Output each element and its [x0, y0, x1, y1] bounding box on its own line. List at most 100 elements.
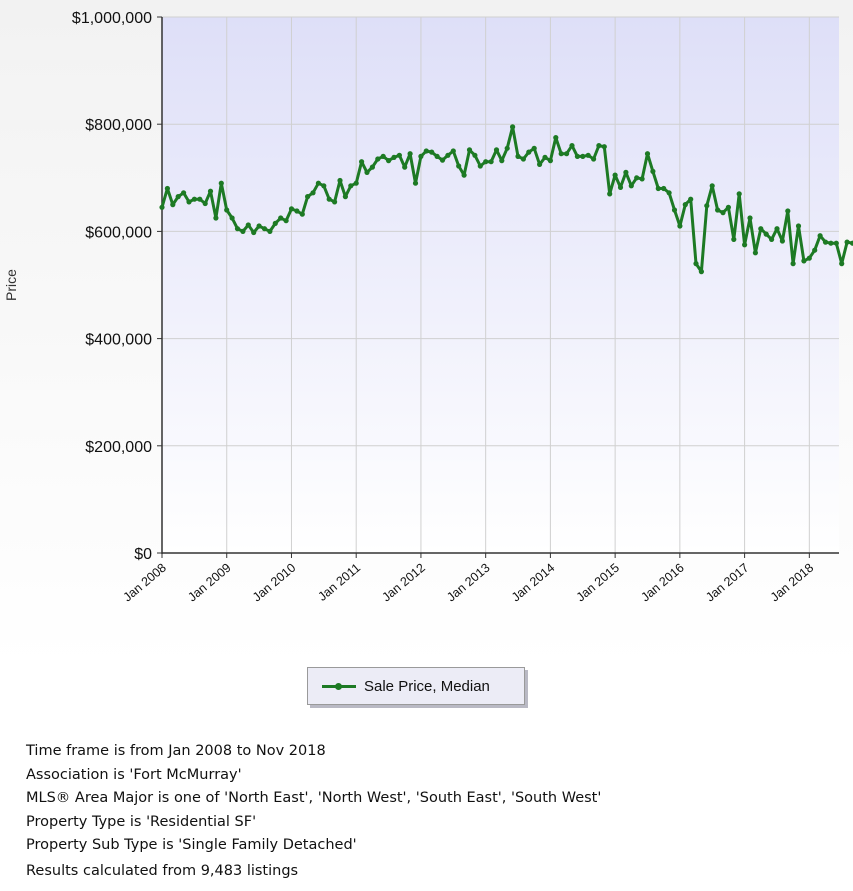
- data-point: [509, 124, 516, 130]
- data-point: [412, 180, 419, 186]
- data-point: [763, 231, 769, 237]
- x-tick-label: Jan 2016: [638, 561, 686, 605]
- data-point: [477, 163, 483, 169]
- data-point: [822, 239, 829, 245]
- data-point: [849, 240, 853, 246]
- criteria-time-frame: Time frame is from Jan 2008 to Nov 2018: [26, 743, 326, 759]
- x-tick-label: Jan 2013: [444, 561, 492, 605]
- data-point: [644, 151, 651, 157]
- data-point: [725, 204, 732, 210]
- data-point: [752, 250, 759, 256]
- data-point: [731, 236, 737, 242]
- data-point: [774, 226, 780, 232]
- data-point: [806, 255, 812, 261]
- data-point: [310, 190, 316, 196]
- data-point: [159, 204, 165, 210]
- data-point: [461, 172, 467, 178]
- y-tick-label: $800,000: [85, 117, 152, 134]
- criteria-property-sub-type: Property Sub Type is 'Single Family Deta…: [26, 837, 357, 853]
- y-axis-title: Price: [3, 269, 19, 301]
- data-point: [628, 183, 634, 189]
- data-point: [359, 159, 365, 165]
- data-point: [634, 175, 640, 181]
- data-point: [164, 185, 170, 192]
- data-point: [305, 194, 311, 200]
- data-point: [299, 211, 305, 217]
- data-point: [418, 153, 424, 159]
- data-point: [747, 215, 753, 221]
- data-point: [520, 156, 527, 162]
- data-point: [698, 269, 705, 275]
- data-point: [720, 210, 726, 216]
- data-point: [769, 236, 775, 242]
- y-tick-label: $600,000: [85, 224, 152, 241]
- data-point: [191, 196, 197, 202]
- data-point: [828, 240, 834, 246]
- x-tick-label: Jan 2009: [185, 561, 233, 605]
- data-point: [267, 228, 273, 234]
- data-point: [261, 226, 268, 232]
- data-point: [186, 199, 192, 205]
- criteria-results-count: Results calculated from 9,483 listings: [26, 862, 299, 879]
- criteria-property-type: Property Type is 'Residential SF': [26, 813, 257, 830]
- data-point: [202, 200, 208, 207]
- data-point: [623, 169, 629, 175]
- data-point: [844, 239, 850, 245]
- data-point: [537, 161, 543, 167]
- data-point: [812, 247, 818, 253]
- data-point: [402, 164, 408, 170]
- data-point: [677, 223, 683, 229]
- data-point: [666, 190, 672, 196]
- data-point: [779, 238, 786, 244]
- y-tick-label: $400,000: [85, 332, 152, 349]
- legend-line-swatch: [322, 682, 356, 690]
- data-point: [515, 153, 521, 159]
- data-point: [688, 196, 694, 202]
- data-point: [337, 177, 343, 184]
- y-tick-label: $1,000,000: [72, 10, 152, 27]
- data-point: [439, 157, 446, 163]
- x-tick-label: Jan 2017: [703, 561, 751, 605]
- data-point: [283, 218, 289, 224]
- data-point: [569, 143, 575, 149]
- data-point: [380, 153, 386, 159]
- data-point: [450, 148, 456, 154]
- data-point: [423, 148, 429, 154]
- data-point: [833, 240, 839, 246]
- data-point: [704, 203, 710, 209]
- data-point: [531, 145, 537, 151]
- data-point: [488, 159, 494, 165]
- data-point: [542, 154, 548, 160]
- data-point: [655, 185, 661, 192]
- data-point: [839, 261, 845, 267]
- data-point: [375, 156, 381, 162]
- grid-y: [157, 16, 839, 554]
- data-point: [612, 172, 618, 178]
- x-tick-label: Jan 2010: [250, 561, 298, 605]
- data-point: [369, 164, 375, 170]
- data-point: [639, 176, 645, 182]
- data-point: [245, 222, 251, 228]
- data-point: [315, 180, 321, 186]
- data-point: [547, 158, 554, 164]
- data-point: [197, 196, 203, 202]
- data-point: [650, 168, 656, 174]
- data-point: [466, 147, 473, 153]
- data-point: [181, 190, 187, 196]
- data-point: [493, 147, 500, 153]
- data-point: [817, 233, 823, 239]
- series-points: [159, 124, 853, 275]
- y-tick-label: $200,000: [85, 439, 152, 456]
- data-point: [499, 158, 505, 164]
- data-point: [601, 144, 607, 150]
- data-point: [288, 206, 295, 212]
- grid-x: [161, 17, 810, 558]
- data-point: [671, 207, 678, 213]
- data-point: [434, 153, 440, 159]
- data-point: [240, 228, 246, 234]
- data-point: [801, 258, 807, 264]
- data-point: [693, 261, 699, 267]
- legend-dot-swatch: [335, 682, 342, 690]
- data-point: [526, 149, 532, 155]
- data-point: [429, 149, 435, 155]
